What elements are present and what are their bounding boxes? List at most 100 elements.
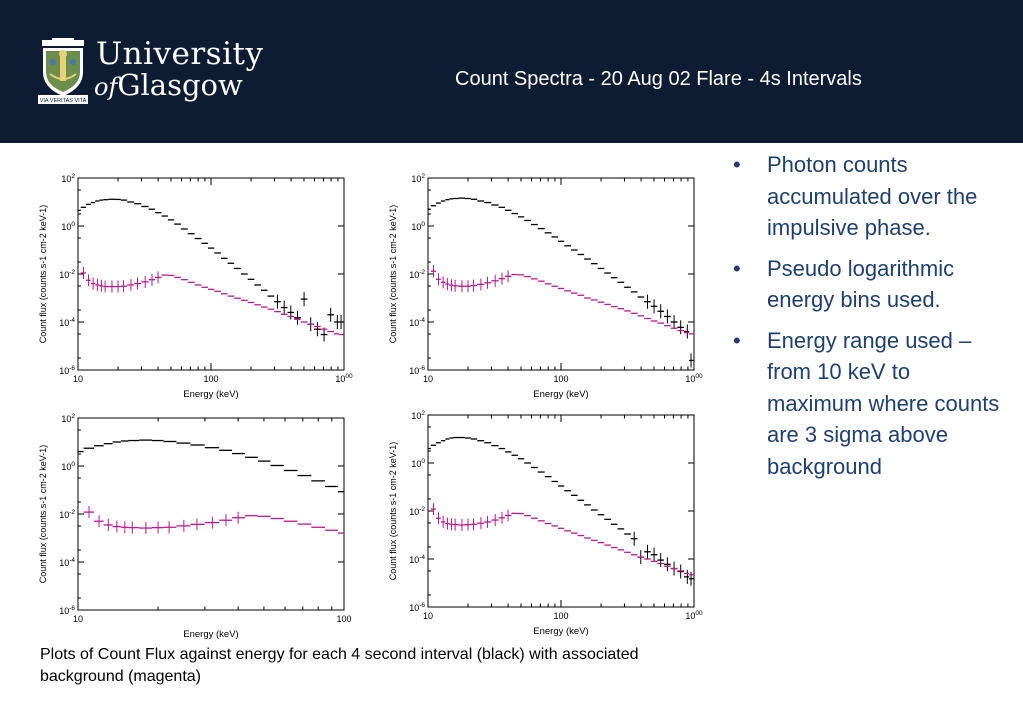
background-count-point — [134, 277, 142, 290]
background-count-point — [120, 521, 129, 534]
background-count-point — [440, 276, 446, 289]
background-count-point — [90, 277, 96, 290]
flare-count-point — [294, 310, 301, 325]
background-count-point — [114, 280, 121, 293]
background-count-point — [128, 521, 140, 534]
y-axis-label: Count flux (counts s-1 cm-2 keV-1) — [388, 205, 398, 344]
background-count-point — [484, 515, 492, 528]
y-tick-label: 10-6 — [409, 602, 425, 613]
background-count-point — [108, 280, 115, 293]
flare-count-point — [339, 315, 344, 329]
background-count-point — [99, 279, 104, 292]
count-spectrum-chart-1: 10 100 1000 10-6 10-4 10-2 100 102 Energy (keV) C… — [38, 173, 353, 400]
x-axis-label: Energy (keV) — [533, 626, 588, 637]
background-count-point — [440, 515, 446, 528]
background-count-point — [219, 514, 233, 527]
bullet-item: • Pseudo logarithmic energy bins used. — [733, 253, 1003, 316]
x-tick-label: 100 — [203, 374, 218, 384]
background-count-point — [94, 515, 104, 528]
background-count-point — [458, 519, 465, 532]
background-count-point — [498, 272, 506, 285]
flare-count-point — [644, 544, 651, 559]
flare-count-point — [274, 294, 281, 309]
y-tick-label: 10-6 — [59, 605, 75, 616]
flare-count-point — [670, 315, 678, 329]
flare-count-point — [684, 324, 690, 339]
background-count-point — [491, 274, 499, 287]
y-tick-label: 10-6 — [59, 365, 75, 376]
plot-frame — [427, 177, 695, 371]
y-axis-label: Count flux (counts s-1 cm-2 keV-1) — [38, 445, 48, 584]
bullet-item: • Energy range used – from 10 keV to maxi… — [733, 325, 1003, 483]
background-count-point — [491, 514, 499, 527]
flare-count-point — [280, 300, 288, 315]
title-bar: VIA VERITAS VITA University ofGlasgow Co… — [0, 0, 1023, 143]
flare-count-point — [314, 322, 321, 337]
background-count-point — [163, 521, 177, 534]
x-tick-label: 100 — [553, 611, 568, 621]
background-count-point — [103, 518, 113, 531]
background-count-point — [148, 273, 156, 286]
x-axis-label: Energy (keV) — [533, 389, 588, 400]
y-tick-label: 100 — [61, 461, 75, 472]
background-count-point — [232, 511, 245, 524]
flare-count-point — [327, 307, 335, 322]
flare-count-point — [657, 304, 665, 319]
flare-count-point — [664, 557, 671, 572]
flare-count-point — [677, 564, 685, 579]
x-tick-label: 1000 — [335, 373, 353, 384]
bullet-text: Pseudo logarithmic energy bins used. — [767, 255, 955, 313]
bullet-text: Photon counts accumulated over the impul… — [767, 152, 978, 240]
y-tick-label: 10-4 — [409, 554, 425, 565]
y-tick-label: 10-4 — [59, 557, 75, 568]
y-tick-label: 10-2 — [59, 509, 75, 520]
x-tick-label: 1000 — [685, 373, 703, 384]
flare-count-point — [650, 547, 658, 562]
y-tick-label: 10-4 — [59, 317, 75, 328]
background-count-point — [449, 279, 454, 292]
background-count-point — [151, 521, 164, 534]
y-axis-label: Count flux (counts s-1 cm-2 keV-1) — [388, 442, 398, 581]
background-count-point — [83, 506, 95, 519]
flare-count-point — [300, 292, 308, 307]
y-tick-label: 100 — [411, 458, 425, 469]
x-tick-label: 100 — [336, 614, 351, 624]
flare-count-point — [650, 299, 658, 314]
flare-count-point — [677, 320, 685, 335]
y-tick-label: 10-2 — [59, 269, 75, 280]
y-tick-label: 10-4 — [409, 317, 425, 328]
y-tick-label: 10-2 — [409, 506, 425, 517]
background-count-point — [505, 509, 512, 522]
x-tick-label: 10 — [423, 611, 433, 621]
bullet-marker: • — [733, 327, 741, 353]
background-count-point — [139, 522, 152, 535]
background-count-point — [445, 278, 450, 291]
background-count-point — [127, 278, 135, 291]
flare-count-point — [630, 531, 638, 546]
background-count-point — [484, 276, 492, 289]
background-count-point — [430, 503, 437, 516]
background-count-point — [453, 279, 459, 292]
x-tick-label: 10 — [73, 614, 83, 624]
bullet-text: Energy range used – from 10 keV to maxim… — [767, 327, 1000, 479]
count-spectrum-chart-4: 10 100 1000 10-6 10-4 10-2 100 102 Energy (keV) C… — [388, 410, 703, 637]
x-tick-label: 10 — [423, 374, 433, 384]
background-count-point — [155, 271, 162, 284]
bullet-marker: • — [733, 255, 741, 281]
flare-count-point — [657, 553, 665, 568]
background-count-point — [430, 265, 437, 278]
x-axis-label: Energy (keV) — [183, 629, 238, 640]
count-spectrum-chart-3: 10 100 10-6 10-4 10-2 100 102 Energy (keV) Count… — [38, 413, 352, 640]
background-count-point — [112, 520, 121, 533]
flare-count-point — [689, 353, 694, 368]
university-crest-icon: VIA VERITAS VITA — [38, 38, 88, 104]
flare-count-point — [684, 569, 690, 584]
x-tick-label: 10 — [73, 374, 83, 384]
plot-frame — [77, 417, 345, 611]
x-axis-label: Energy (keV) — [183, 389, 238, 400]
y-tick-label: 10-6 — [409, 365, 425, 376]
y-tick-label: 102 — [411, 410, 425, 421]
y-axis-label: Count flux (counts s-1 cm-2 keV-1) — [38, 205, 48, 344]
background-count-point — [436, 273, 441, 286]
plot-frame — [77, 177, 345, 371]
